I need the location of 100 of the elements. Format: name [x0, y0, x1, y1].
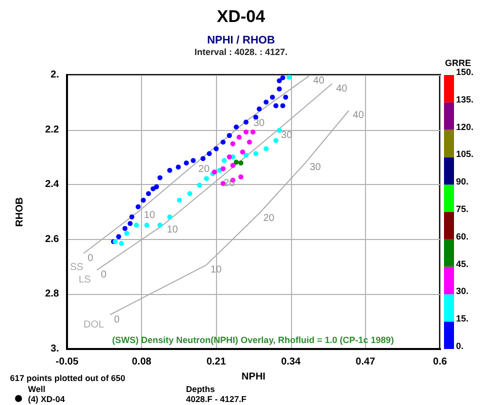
annotation: 10: [166, 224, 178, 236]
point: [144, 222, 150, 228]
point: [273, 138, 278, 143]
color-bar-label: 120.: [456, 122, 474, 132]
point: [238, 174, 244, 180]
point: [250, 129, 256, 134]
annotation: 0: [88, 252, 94, 264]
point: [119, 241, 124, 246]
point: [280, 75, 286, 80]
point: [222, 158, 227, 163]
text: 617 points plotted out of 650: [10, 373, 126, 383]
point: [129, 214, 134, 220]
series-label: SS: [70, 262, 84, 273]
x-tick-label: 0.6: [433, 356, 448, 368]
point: [154, 184, 160, 190]
point: [197, 182, 202, 188]
point: [128, 221, 133, 226]
y-tick-label: 2.4: [45, 179, 60, 190]
point: [253, 151, 258, 156]
point: [234, 160, 239, 165]
color-bar-label: 0.: [456, 341, 464, 351]
color-bar-label: 60.: [456, 231, 469, 242]
point: [204, 176, 209, 182]
point: [276, 128, 282, 133]
point: [184, 160, 189, 166]
x-tick-label: 0.47: [356, 356, 376, 368]
chart-title: XD-04: [216, 7, 266, 26]
point: [244, 129, 249, 134]
point: [167, 214, 172, 220]
point: [246, 140, 252, 145]
color-bar-label: 75.: [456, 204, 469, 214]
color-bar-title: GRRE: [444, 58, 472, 68]
point: [176, 198, 182, 203]
point: [234, 124, 239, 130]
point: [276, 78, 282, 84]
series-label: DOL: [83, 319, 104, 330]
annotation: 0: [100, 270, 107, 281]
text: 4028.F - 4127.F: [186, 394, 246, 404]
point: [187, 191, 192, 196]
y-tick-label: 3.: [50, 344, 60, 354]
point: [146, 191, 151, 196]
point: [270, 94, 275, 100]
color-bar-label: 15.: [456, 314, 469, 324]
point: [157, 175, 162, 180]
point: [157, 222, 162, 228]
x-tick-label: 0.08: [132, 356, 152, 368]
point: [206, 151, 212, 156]
text: Depths: [186, 384, 216, 394]
point: [236, 134, 242, 140]
text: Interval : 4028. : 4127.: [194, 47, 288, 57]
point: [122, 226, 128, 231]
point: [136, 204, 141, 210]
point: [226, 133, 232, 138]
point: [286, 74, 292, 80]
text: (4) XD-04: [28, 394, 66, 404]
y-tick-label: 2.6: [45, 234, 60, 245]
annotation: 40: [313, 75, 325, 86]
color-bar-label: 90.: [456, 176, 469, 187]
point: [124, 230, 130, 236]
point: [240, 149, 246, 154]
annotation: 30: [253, 118, 266, 130]
annotation: 40: [352, 110, 364, 122]
color-bar-label: 135.: [456, 94, 474, 104]
text: Well: [28, 384, 46, 394]
annotation: 30: [310, 162, 322, 173]
point: [230, 162, 236, 168]
annotation: 0: [114, 314, 120, 326]
annotation: 20: [263, 212, 275, 224]
point: [200, 156, 206, 162]
color-bar-label: 150.: [456, 67, 474, 77]
point: [134, 222, 139, 228]
y-axis-title: RHOB: [14, 197, 26, 227]
point: [167, 168, 172, 173]
annotation: 20: [198, 164, 210, 175]
y-tick-label: 2.2: [45, 124, 60, 136]
y-tick-label: 2.: [50, 70, 60, 80]
point: [214, 146, 219, 152]
point: [116, 234, 122, 240]
point: [190, 158, 196, 163]
point: [256, 106, 262, 112]
point: [176, 164, 181, 170]
annotation: 40: [336, 83, 348, 94]
x-axis-title: NPHI: [242, 371, 266, 382]
point: [220, 166, 226, 172]
point: [264, 146, 269, 152]
series-label: LS: [78, 274, 92, 286]
point: [276, 86, 282, 92]
point: [244, 152, 249, 158]
point: [238, 160, 244, 166]
point: [273, 103, 278, 108]
x-tick-label: 0.34: [281, 356, 301, 368]
annotation: 10: [144, 210, 156, 221]
x-tick-label: 0.21: [206, 356, 226, 368]
point: [226, 154, 232, 160]
point: [140, 198, 146, 203]
color-bar-label: 30.: [456, 286, 469, 296]
annotation: (SWS) Density Neutron(NPHI) Overlay, Rhofluid = 1.0 (CP-1c 1989): [112, 335, 394, 345]
color-bar-label: 45.: [456, 258, 469, 269]
point: [280, 103, 286, 108]
point: [264, 100, 269, 105]
